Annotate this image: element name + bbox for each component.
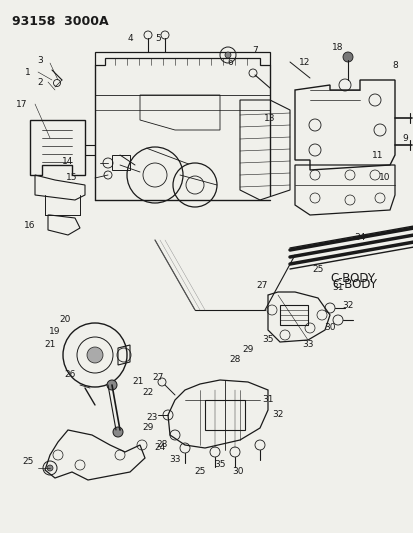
Text: 16: 16 xyxy=(24,221,36,230)
Text: 29: 29 xyxy=(142,424,153,432)
Text: 35: 35 xyxy=(261,335,273,344)
Text: 9: 9 xyxy=(401,133,407,142)
Text: 30: 30 xyxy=(323,324,335,333)
Text: 34: 34 xyxy=(354,233,365,243)
Text: 2: 2 xyxy=(37,77,43,86)
Text: 21: 21 xyxy=(132,377,143,386)
Text: 28: 28 xyxy=(229,356,240,365)
Text: 25: 25 xyxy=(194,467,205,477)
Text: 30: 30 xyxy=(232,467,243,477)
Circle shape xyxy=(342,52,352,62)
Text: 7: 7 xyxy=(252,45,257,54)
Text: 32: 32 xyxy=(272,410,283,419)
Circle shape xyxy=(224,52,230,58)
Text: 21: 21 xyxy=(44,341,56,350)
Circle shape xyxy=(113,427,123,437)
Text: 35: 35 xyxy=(214,461,225,470)
Text: 28: 28 xyxy=(156,440,167,449)
Text: 27: 27 xyxy=(152,374,163,383)
Text: 25: 25 xyxy=(311,265,323,274)
Text: 93158  3000A: 93158 3000A xyxy=(12,15,108,28)
Text: 31: 31 xyxy=(332,284,343,293)
Text: 5: 5 xyxy=(155,34,161,43)
Text: 25: 25 xyxy=(22,457,33,466)
Text: 6: 6 xyxy=(227,58,232,67)
Circle shape xyxy=(87,347,103,363)
Text: 20: 20 xyxy=(59,316,71,325)
Text: 22: 22 xyxy=(142,389,153,398)
Text: 26: 26 xyxy=(64,370,76,379)
Text: 27: 27 xyxy=(256,280,267,289)
Text: 11: 11 xyxy=(371,150,383,159)
Text: 18: 18 xyxy=(332,43,343,52)
Text: 8: 8 xyxy=(391,61,397,69)
Text: 29: 29 xyxy=(242,345,253,354)
Text: 31: 31 xyxy=(261,395,273,405)
Text: 3: 3 xyxy=(37,55,43,64)
Text: 12: 12 xyxy=(299,58,310,67)
Circle shape xyxy=(107,380,117,390)
Circle shape xyxy=(47,465,53,471)
Text: 19: 19 xyxy=(49,327,61,336)
Text: 33: 33 xyxy=(169,456,180,464)
Text: 14: 14 xyxy=(62,157,74,166)
Text: 23: 23 xyxy=(146,414,157,423)
Text: C-BODY: C-BODY xyxy=(329,272,374,285)
Text: 24: 24 xyxy=(154,443,165,453)
Text: 32: 32 xyxy=(342,301,353,310)
Text: 4: 4 xyxy=(127,34,133,43)
Text: 1: 1 xyxy=(25,68,31,77)
Text: 17: 17 xyxy=(16,100,28,109)
Text: 33: 33 xyxy=(301,341,313,350)
Text: 10: 10 xyxy=(378,174,390,182)
Text: C-BODY: C-BODY xyxy=(331,278,376,291)
Text: 13: 13 xyxy=(263,114,275,123)
Text: 15: 15 xyxy=(66,174,78,182)
